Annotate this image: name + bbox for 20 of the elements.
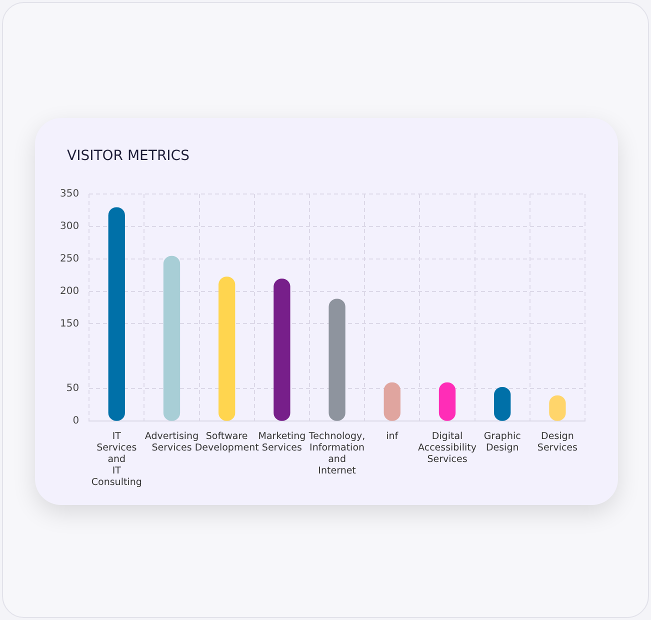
y-tick-label: 250 bbox=[60, 253, 80, 264]
x-tick-label: inf bbox=[386, 431, 399, 442]
x-tick-label: Digital Accessibility Services bbox=[418, 431, 477, 465]
chart-title: VISITOR METRICS bbox=[67, 148, 190, 164]
y-tick-label: 200 bbox=[60, 286, 80, 297]
x-tick-label: IT Services and IT Consulting bbox=[91, 431, 142, 488]
x-tick-label: Graphic Design bbox=[484, 431, 521, 454]
x-tick-label: Marketing Services bbox=[258, 431, 306, 454]
bar bbox=[163, 256, 180, 421]
y-tick-label: 50 bbox=[66, 383, 80, 394]
y-tick-label: 350 bbox=[60, 188, 80, 200]
bar bbox=[328, 298, 346, 421]
bar bbox=[218, 276, 236, 421]
y-tick-label: 150 bbox=[60, 318, 80, 330]
bar bbox=[108, 207, 125, 421]
x-tick-label: Technology, Information and Internet bbox=[308, 431, 366, 476]
y-tick-label: 300 bbox=[60, 221, 80, 232]
bar bbox=[274, 278, 290, 421]
y-tick-label: 0 bbox=[72, 416, 80, 427]
x-tick-label: Design Services bbox=[537, 431, 578, 454]
